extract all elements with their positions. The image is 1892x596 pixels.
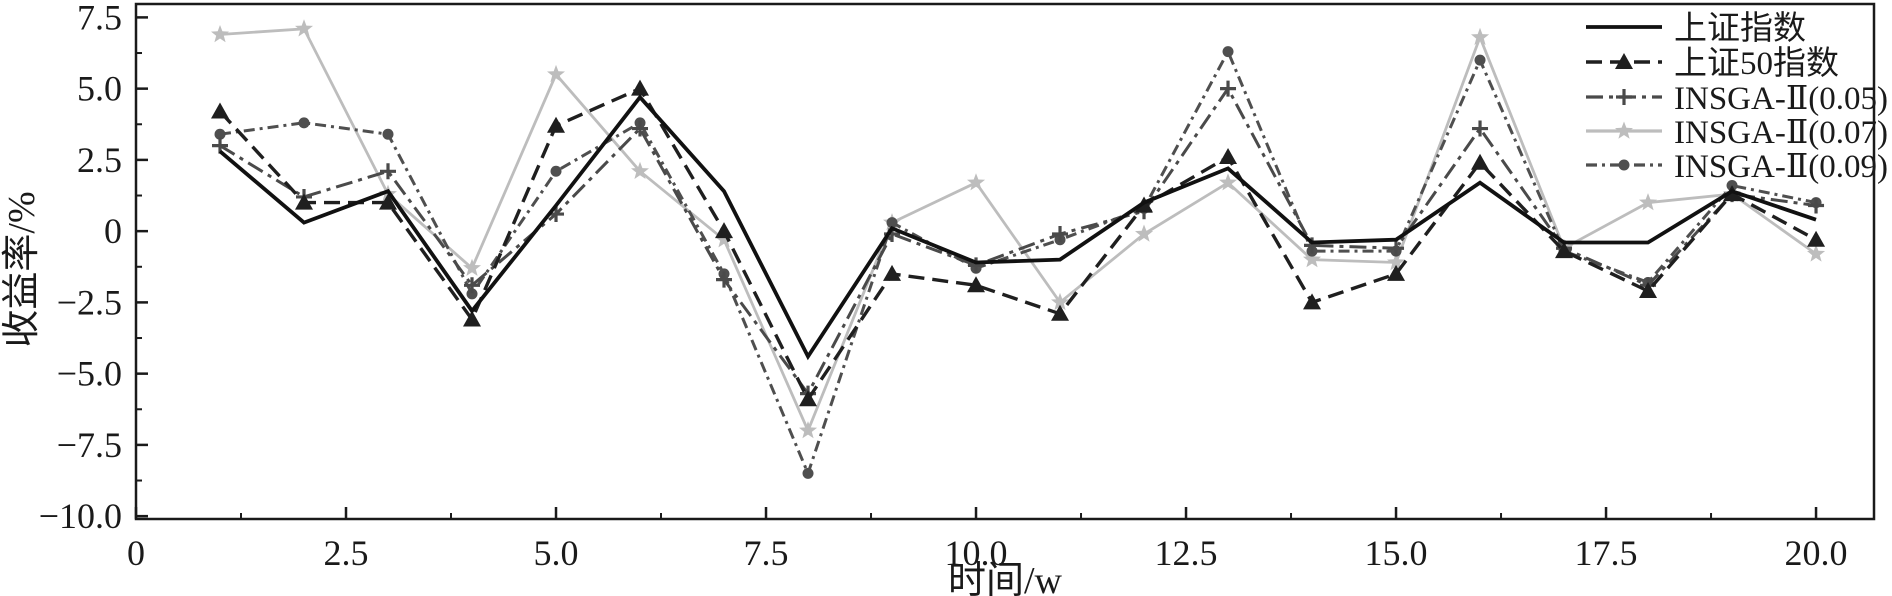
- y-tick-label: 5.0: [77, 69, 122, 109]
- plus-marker: [380, 163, 397, 180]
- x-tick-label: 2.5: [324, 533, 369, 573]
- star-marker: [1639, 193, 1658, 211]
- triangle-marker: [295, 193, 314, 210]
- series-line-2: [219, 85, 1817, 397]
- triangle-marker: [1387, 264, 1406, 281]
- triangle-marker: [631, 79, 650, 96]
- triangle-marker: [211, 102, 230, 119]
- star-marker: [211, 25, 229, 43]
- legend-label-3: INSGA-Ⅱ(0.07): [1674, 115, 1888, 151]
- dot-marker: [1618, 159, 1630, 171]
- x-tick-label: 15.0: [1365, 533, 1428, 573]
- legend-label-4: INSGA-Ⅱ(0.09): [1674, 149, 1888, 185]
- star-marker: [1615, 121, 1633, 139]
- x-tick-label: 17.5: [1575, 533, 1638, 573]
- plus-marker: [1220, 80, 1237, 97]
- star-marker: [547, 64, 565, 83]
- triangle-marker: [799, 390, 818, 407]
- x-tick-label: 7.5: [744, 533, 789, 573]
- series-line-3: [219, 27, 1817, 435]
- y-tick-label: −10.0: [39, 496, 122, 536]
- plus-marker: [632, 120, 649, 137]
- plus-marker: [1052, 225, 1069, 242]
- plus-marker: [1616, 89, 1632, 105]
- dot-marker: [550, 165, 562, 177]
- y-tick-label: 0: [104, 211, 122, 251]
- star-marker: [1471, 27, 1490, 45]
- legend-label-0: 上证指数: [1674, 10, 1806, 47]
- y-tick-label: 2.5: [77, 140, 122, 180]
- plus-marker: [1388, 240, 1405, 257]
- triangle-marker: [1555, 242, 1574, 259]
- y-tick-label: −2.5: [57, 282, 122, 322]
- legend-label-1: 上证50指数: [1674, 45, 1839, 82]
- legend-label-2: INSGA-Ⅱ(0.05): [1674, 81, 1888, 117]
- star-marker: [1303, 250, 1322, 268]
- triangle-marker: [1051, 304, 1070, 321]
- plus-marker: [1472, 120, 1489, 137]
- star-marker: [715, 230, 733, 248]
- dot-marker: [1474, 54, 1486, 66]
- dot-marker: [382, 128, 394, 140]
- x-tick-label: 0: [127, 533, 145, 573]
- series-line-1: [218, 86, 1817, 403]
- x-tick-label: 20.0: [1785, 533, 1848, 573]
- triangle-marker: [1219, 148, 1238, 165]
- y-axis-title: 收益率/%: [1, 191, 43, 347]
- star-marker: [1807, 244, 1826, 262]
- triangle-marker: [547, 116, 566, 133]
- triangle-marker: [1471, 153, 1490, 170]
- series-line-0: [218, 94, 1817, 361]
- dot-marker: [802, 467, 814, 479]
- plus-marker: [968, 257, 985, 274]
- triangle-marker: [1303, 293, 1322, 310]
- star-marker: [799, 421, 818, 439]
- triangle-marker: [967, 276, 986, 293]
- x-axis-title: 时间/w: [948, 560, 1063, 596]
- x-tick-label: 12.5: [1155, 533, 1218, 573]
- star-marker: [631, 161, 649, 179]
- plus-marker: [212, 137, 229, 154]
- star-marker: [967, 173, 986, 191]
- x-tick-label: 10.0: [945, 533, 1008, 573]
- star-marker: [1387, 253, 1406, 271]
- star-marker: [1051, 292, 1070, 311]
- x-tick-label: 5.0: [534, 533, 579, 573]
- triangle-marker: [1807, 230, 1826, 247]
- plus-marker: [464, 277, 481, 294]
- dot-marker: [298, 117, 310, 129]
- plus-marker: [716, 271, 733, 288]
- dot-marker: [214, 128, 226, 140]
- triangle-marker: [1615, 53, 1633, 69]
- dot-marker: [1222, 46, 1234, 58]
- star-marker: [463, 258, 481, 276]
- triangle-marker: [883, 264, 902, 281]
- star-marker: [1135, 224, 1154, 242]
- y-tick-label: −7.5: [57, 425, 122, 465]
- star-marker: [1219, 173, 1238, 191]
- y-tick-label: −5.0: [57, 354, 122, 394]
- triangle-marker: [1639, 281, 1658, 298]
- series-line-4: [219, 48, 1817, 478]
- triangle-marker: [715, 222, 734, 239]
- dot-marker: [886, 217, 898, 229]
- star-marker: [295, 19, 313, 37]
- plus-marker: [1808, 197, 1825, 214]
- y-tick-label: 7.5: [77, 0, 122, 37]
- dot-marker: [466, 288, 478, 300]
- triangle-marker: [379, 193, 398, 210]
- triangle-marker: [463, 310, 482, 327]
